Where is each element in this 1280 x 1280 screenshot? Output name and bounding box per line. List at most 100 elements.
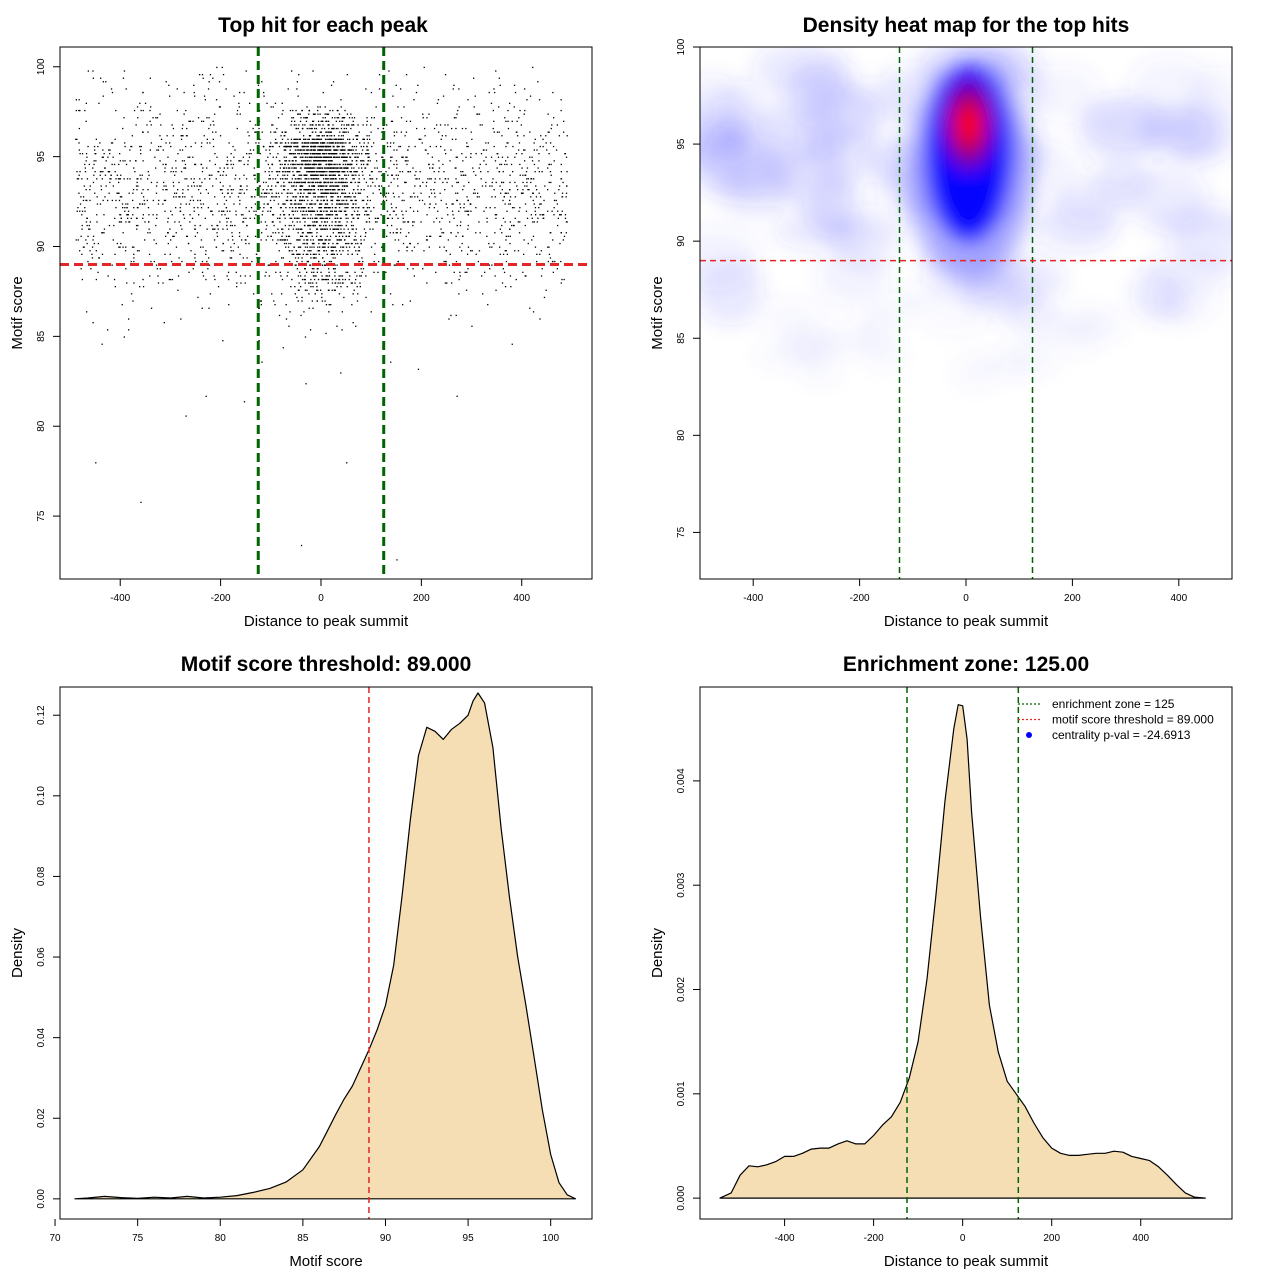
scatter-point (362, 138, 364, 140)
scatter-point (128, 318, 130, 320)
scatter-point (317, 178, 320, 180)
scatter-point (331, 156, 333, 158)
scatter-point (338, 224, 340, 227)
scatter-point (398, 250, 400, 252)
scatter-point (209, 74, 212, 76)
scatter-point (451, 282, 453, 284)
scatter-point (462, 160, 464, 162)
scatter-point (339, 163, 341, 166)
scatter-point (247, 235, 249, 237)
distance-density-frame (699, 686, 1233, 1220)
scatter-point (301, 185, 304, 187)
scatter-point (363, 138, 365, 140)
scatter-point (436, 102, 439, 104)
scatter-point (533, 163, 536, 166)
scatter-point (342, 178, 344, 180)
scatter-point (288, 228, 290, 230)
scatter-point (132, 199, 134, 202)
scatter-point (323, 196, 325, 198)
scatter-point (320, 160, 322, 162)
scatter-point (438, 131, 440, 133)
scatter-point (317, 120, 320, 122)
scatter-point (527, 189, 529, 191)
scatter-point (507, 192, 509, 194)
scatter-point (325, 185, 328, 187)
scatter-point (342, 235, 344, 237)
scatter-point (354, 199, 356, 202)
scatter-point (347, 149, 349, 151)
scatter-point (218, 106, 221, 108)
scatter-point (405, 181, 407, 184)
scatter-point (527, 242, 529, 245)
scatter-point (375, 106, 377, 108)
scatter-point (221, 250, 223, 252)
scatter-point (465, 127, 467, 130)
score-density-frame (59, 686, 593, 1220)
scatter-point (467, 246, 470, 248)
scatter-point (284, 142, 287, 144)
scatter-point (378, 260, 380, 263)
scatter-point (286, 275, 288, 277)
scatter-point (283, 145, 285, 148)
scatter-point (386, 124, 388, 126)
scatter-point (206, 167, 208, 169)
scatter-point (132, 192, 134, 194)
scatter-point (548, 246, 550, 248)
scatter-point (483, 210, 485, 212)
scatter-point (87, 70, 89, 72)
scatter-point (514, 91, 517, 94)
scatter-point (255, 214, 257, 216)
scatter-point (312, 275, 315, 277)
scatter-point (327, 181, 329, 184)
scatter-point (288, 181, 290, 184)
scatter-point (193, 207, 195, 209)
scatter-point (520, 124, 522, 126)
scatter-point (522, 174, 524, 176)
scatter-point (324, 113, 326, 115)
scatter-point (277, 203, 280, 205)
scatter-point (416, 178, 418, 180)
scatter-point (291, 185, 293, 187)
scatter-point (310, 142, 312, 144)
scatter-point (281, 171, 284, 173)
scatter-point (343, 185, 345, 187)
scatter-point (319, 145, 321, 148)
scatter-point (473, 189, 476, 191)
scatter-point (319, 217, 321, 219)
scatter-point (225, 199, 228, 202)
scatter-point (340, 106, 342, 108)
scatter-point (122, 207, 124, 209)
scatter-point (341, 275, 344, 277)
scatter-point (189, 156, 191, 158)
scatter-point (394, 239, 396, 241)
scatter-point (330, 250, 333, 252)
scatter-point (538, 99, 541, 101)
scatter-point (373, 260, 375, 263)
scatter-point (295, 109, 297, 112)
scatter-point (388, 167, 390, 169)
scatter-point (378, 74, 381, 76)
scatter-point (126, 178, 129, 180)
scatter-point (343, 232, 345, 234)
scatter-point (502, 217, 505, 219)
scatter-point (497, 156, 500, 158)
scatter-point (524, 149, 526, 151)
scatter-point (338, 181, 340, 184)
scatter-point (295, 127, 297, 130)
scatter-point (292, 214, 294, 216)
scatter-point (89, 221, 91, 223)
scatter-point (438, 160, 440, 162)
scatter-point (333, 167, 336, 169)
scatter-point (532, 199, 534, 202)
scatter-point (206, 228, 208, 230)
scatter-point (421, 199, 424, 202)
scatter-point (139, 203, 141, 205)
scatter-point (191, 185, 193, 187)
scatter-point (294, 210, 296, 212)
scatter-point (81, 224, 83, 227)
scatter-point (363, 239, 365, 241)
scatter-point (222, 185, 224, 187)
scatter-point (312, 181, 314, 184)
scatter-point (306, 145, 309, 148)
